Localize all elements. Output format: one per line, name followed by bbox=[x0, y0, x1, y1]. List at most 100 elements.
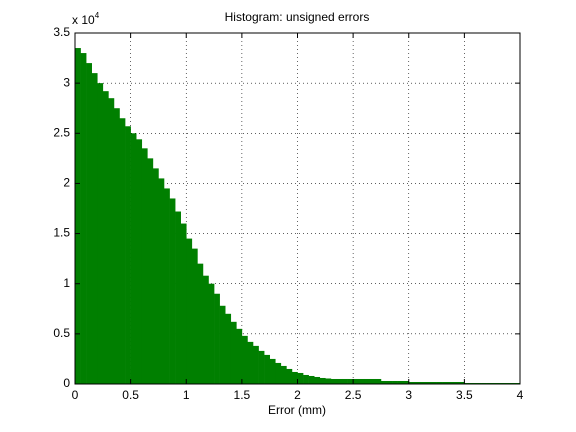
bar bbox=[369, 378, 376, 384]
bar bbox=[147, 158, 154, 384]
bar bbox=[80, 53, 87, 385]
bar bbox=[386, 380, 393, 384]
bar bbox=[253, 345, 259, 384]
bar bbox=[325, 378, 332, 384]
bar bbox=[425, 381, 432, 384]
bar bbox=[297, 372, 304, 384]
bar bbox=[330, 378, 337, 384]
y-tick-label: 1.5 bbox=[53, 226, 70, 240]
bar bbox=[492, 382, 499, 384]
bar bbox=[403, 380, 410, 384]
y-tick-label: 3 bbox=[63, 75, 70, 89]
axes: 0 0.5 1 1.5 2 2.5 3 3.5 4 0 0.5 1 1.5 2 2.5 3 3.5 bbox=[53, 25, 523, 402]
bar bbox=[514, 382, 521, 384]
x-tick-label: 3.5 bbox=[456, 388, 473, 402]
bar bbox=[436, 381, 443, 384]
plot-frame bbox=[74, 32, 521, 385]
bar bbox=[408, 381, 415, 384]
bar bbox=[125, 126, 131, 384]
y-tick-label: 1 bbox=[63, 276, 70, 290]
bar bbox=[230, 321, 237, 384]
bar bbox=[475, 382, 482, 384]
bar bbox=[392, 380, 398, 384]
bar bbox=[347, 378, 354, 384]
bar bbox=[464, 382, 471, 384]
y-multiplier: x 104 bbox=[72, 11, 100, 27]
x-tick-label: 0.5 bbox=[122, 388, 139, 402]
x-tick-label: 0 bbox=[72, 388, 79, 402]
bar bbox=[508, 382, 515, 384]
bar bbox=[308, 375, 315, 384]
bar bbox=[225, 313, 232, 384]
x-tick-label: 2.5 bbox=[345, 388, 362, 402]
bar bbox=[241, 335, 248, 384]
bar bbox=[397, 380, 404, 384]
bar bbox=[286, 368, 293, 384]
bar bbox=[141, 148, 148, 384]
bar bbox=[191, 248, 198, 384]
bar bbox=[247, 341, 254, 384]
bar bbox=[269, 358, 276, 384]
x-tick-label: 4 bbox=[517, 388, 524, 402]
x-tick-label: 3 bbox=[405, 388, 412, 402]
bar bbox=[164, 188, 170, 384]
bar bbox=[442, 381, 448, 384]
bar bbox=[375, 378, 382, 384]
bar bbox=[180, 223, 187, 384]
y-tick-label: 2.5 bbox=[53, 125, 70, 139]
bar bbox=[453, 381, 460, 384]
bar bbox=[419, 381, 426, 384]
x-tick-label: 1 bbox=[183, 388, 190, 402]
bar bbox=[486, 382, 493, 384]
bar bbox=[314, 376, 321, 384]
bar bbox=[119, 118, 126, 384]
bar bbox=[336, 378, 343, 384]
bar bbox=[102, 91, 109, 384]
bar bbox=[364, 378, 371, 384]
bar bbox=[264, 354, 270, 384]
chart-title: Histogram: unsigned errors bbox=[225, 10, 370, 24]
y-tick-label: 3.5 bbox=[53, 25, 70, 39]
bar bbox=[236, 328, 243, 384]
bar bbox=[291, 371, 298, 384]
bar bbox=[97, 83, 104, 385]
bar bbox=[136, 139, 143, 384]
bar bbox=[169, 198, 176, 384]
x-axis-label: Error (mm) bbox=[268, 403, 326, 417]
y-multiplier-base: x 10 bbox=[72, 13, 95, 27]
bar bbox=[108, 98, 115, 384]
y-tick-label: 2 bbox=[63, 176, 70, 190]
bar bbox=[197, 263, 204, 384]
bar bbox=[353, 378, 359, 384]
bar bbox=[202, 275, 209, 384]
bar bbox=[319, 377, 326, 384]
bar bbox=[497, 382, 504, 384]
bar bbox=[303, 374, 309, 384]
bar bbox=[431, 381, 437, 384]
bar bbox=[208, 283, 215, 384]
bar bbox=[380, 380, 387, 384]
bar bbox=[258, 350, 265, 384]
bar bbox=[358, 378, 365, 384]
bar bbox=[219, 305, 226, 384]
y-tick-label: 0.5 bbox=[53, 326, 70, 340]
y-tick-label: 0 bbox=[63, 376, 70, 390]
bar bbox=[469, 382, 476, 384]
bar bbox=[91, 73, 98, 384]
bar bbox=[503, 382, 510, 384]
bar bbox=[214, 293, 220, 384]
bars bbox=[75, 48, 521, 385]
bar bbox=[75, 48, 81, 385]
bar bbox=[130, 133, 137, 384]
bar bbox=[113, 108, 120, 384]
bar bbox=[458, 381, 465, 384]
bar bbox=[275, 362, 282, 384]
bar bbox=[158, 178, 165, 384]
bar bbox=[481, 382, 487, 384]
x-tick-label: 1.5 bbox=[234, 388, 251, 402]
bar bbox=[186, 238, 193, 384]
bar bbox=[414, 381, 421, 384]
x-tick-label: 2 bbox=[294, 388, 301, 402]
bar bbox=[86, 63, 92, 384]
